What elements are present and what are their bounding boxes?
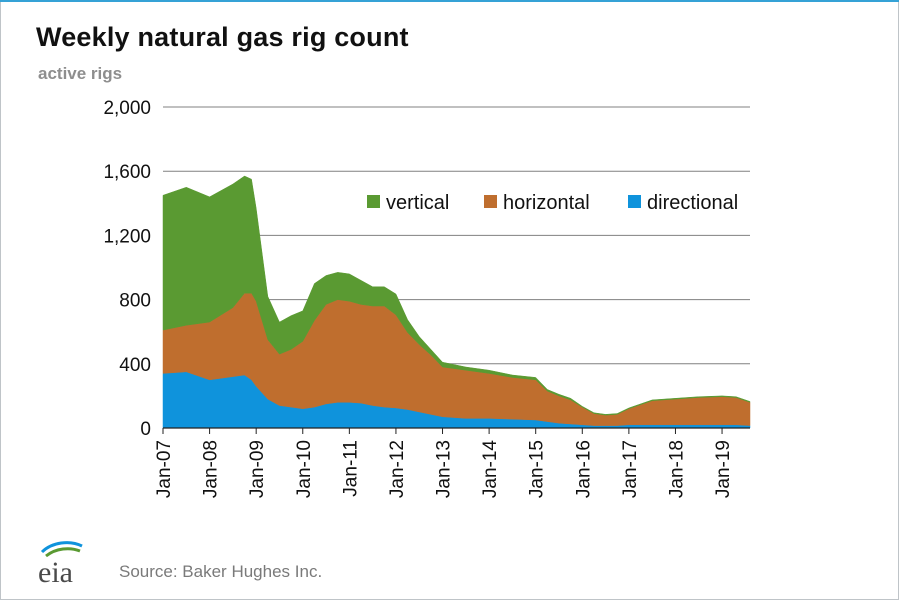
top-accent-line xyxy=(0,0,899,2)
eia-logo-icon: eia xyxy=(38,541,83,588)
y-axis-unit-label: active rigs xyxy=(38,64,123,83)
y-tick-label-2000: 2,000 xyxy=(103,98,151,119)
legend-swatch-horizontal xyxy=(484,195,497,208)
y-tick-label-0: 0 xyxy=(140,419,151,440)
source-note: Source: Baker Hughes Inc. xyxy=(119,562,323,581)
x-tick-label-2017: Jan-17 xyxy=(620,440,641,498)
y-tick-label-400: 400 xyxy=(119,355,151,376)
x-tick-label-2011: Jan-11 xyxy=(340,440,361,497)
x-tick-label-2018: Jan-18 xyxy=(666,440,687,498)
x-tick-label-2007: Jan-07 xyxy=(154,440,175,498)
x-tick-label-2010: Jan-10 xyxy=(294,440,315,498)
chart-title: Weekly natural gas rig count xyxy=(36,22,409,52)
y-tick-label-1200: 1,200 xyxy=(103,226,151,247)
legend-label-directional: directional xyxy=(647,192,738,214)
x-tick-label-2019: Jan-19 xyxy=(713,440,734,498)
legend: vertical horizontal directional xyxy=(367,192,738,214)
x-tick-label-2014: Jan-14 xyxy=(480,440,501,499)
legend-label-horizontal: horizontal xyxy=(503,192,590,214)
tick-label-layer: 0 400 800 1,200 1,600 2,000 Jan-07 Jan-08 Jan-09… xyxy=(103,98,734,498)
area-vertical xyxy=(162,175,751,416)
x-tick-label-2016: Jan-16 xyxy=(573,440,594,498)
x-tick-label-2009: Jan-09 xyxy=(247,440,268,498)
eia-logo-text: eia xyxy=(38,556,73,588)
legend-swatch-directional xyxy=(628,195,641,208)
legend-swatch-vertical xyxy=(367,195,380,208)
legend-label-vertical: vertical xyxy=(386,192,449,214)
x-tick-label-2015: Jan-15 xyxy=(527,440,548,498)
x-tick-label-2008: Jan-08 xyxy=(201,440,222,498)
y-tick-label-1600: 1,600 xyxy=(103,162,151,183)
y-tick-label-800: 800 xyxy=(119,291,151,312)
axis-layer xyxy=(162,427,750,434)
x-tick-label-2013: Jan-13 xyxy=(434,440,455,498)
x-tick-label-2012: Jan-12 xyxy=(387,440,408,498)
